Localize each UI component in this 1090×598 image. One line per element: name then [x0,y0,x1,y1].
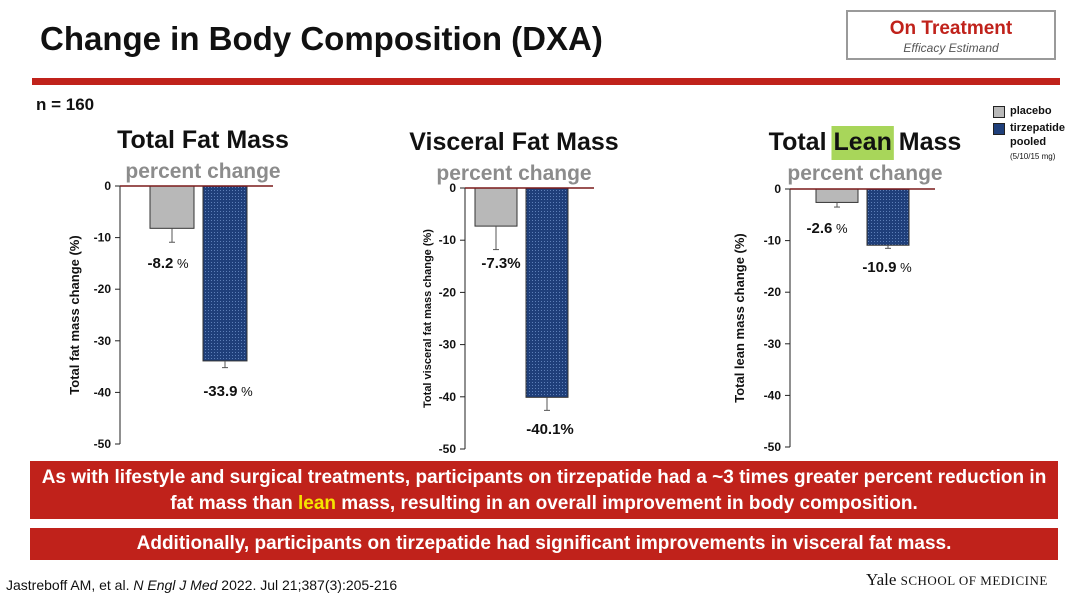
citation-authors: Jastreboff AM, et al. [6,577,134,593]
chart1-subtitle: percent change [125,160,280,183]
key-message-lean-highlight: lean [298,493,337,514]
chart3-title-part-1: Total [769,128,834,156]
key-message-text-1: As with lifestyle and surgical treatment… [41,467,1047,514]
legend-item-placebo: placebo [993,105,1090,121]
chart1-data-label-value-2: -33.9 [203,383,237,400]
chart1-y-tick-label-3: -20 [94,282,112,296]
legend-swatch-placebo [993,106,1005,118]
chart1-data-label-1: -8.2 % [147,255,188,272]
legend-label-placebo: placebo [1010,105,1052,117]
estimand-badge: On Treatment Efficacy Estimand [846,10,1056,60]
chart3-title: Total Lean Mass [769,128,962,156]
chart2-y-tick-label-4: -30 [439,338,457,352]
chart2-data-label-value-2: -40.1% [526,421,574,438]
badge-main-text: On Treatment [889,18,1013,39]
logo-main-text: Yale [866,570,897,589]
chart2-subtitle: percent change [436,162,591,185]
chart1-y-tick-label-5: -40 [94,385,112,399]
chart3-y-tick-label-6: -50 [764,440,782,454]
chart3-y-tick-label-1: 0 [774,182,781,196]
chart1-data-label-2: -33.9 % [203,383,253,400]
chart2-y-tick-label-1: 0 [449,181,456,195]
chart1-data-label-value-1: -8.2 [147,255,173,272]
chart1-y-tick-label-2: -10 [94,231,112,245]
chart3-bar-tirzepatide [866,188,910,246]
badge-sub-text: Efficacy Estimand [903,41,999,55]
chart1-y-tick-label-1: 0 [104,179,111,193]
legend-item-tirzepatide: tirzepatide [993,122,1090,138]
key-message-text-2: mass, resulting in an overall improvemen… [336,493,918,514]
yale-logo: Yale SCHOOL OF MEDICINE [866,570,1048,590]
chart3-bar-placebo [815,188,859,203]
key-message-visceral: Additionally, participants on tirzepatid… [30,528,1058,560]
chart3-data-label-unit-1: % [832,221,848,236]
chart1-bar-placebo [149,185,195,229]
chart1-y-tick-label-6: -50 [94,437,112,451]
sample-size-label: n = 160 [36,95,95,114]
chart1-data-label-unit-2: % [238,384,254,399]
chart3-y-tick-label-5: -40 [764,388,782,402]
legend-swatch-tirzepatide [993,123,1005,135]
chart3-data-label-unit-2: % [897,260,913,275]
chart1-title: Total Fat Mass [117,126,289,154]
citation: Jastreboff AM, et al. N Engl J Med 2022.… [6,577,397,593]
chart2-title: Visceral Fat Mass [409,128,618,156]
logo-small-text: SCHOOL OF MEDICINE [900,573,1048,588]
citation-details: 2022. Jul 21;387(3):205-216 [217,577,398,593]
chart3-title-part-3: Mass [892,128,961,156]
chart3-y-tick-label-2: -10 [764,234,782,248]
chart3-data-label-2: -10.9 % [862,259,912,276]
legend-label-tirzepatide: tirzepatide [1010,122,1066,134]
chart1-y-tick-label-4: -30 [94,334,112,348]
chart1-data-label-unit-1: % [173,256,189,271]
chart1-bar-tirzepatide [202,185,248,362]
chart-legend: placebo tirzepatide pooled (5/10/15 mg) [993,105,1090,161]
legend-dose-note: (5/10/15 mg) [1010,152,1056,161]
chart3-data-label-value-2: -10.9 [862,259,896,276]
chart2-y-tick-label-3: -20 [439,285,457,299]
slide-title: Change in Body Composition (DXA) [40,20,603,57]
chart3-y-tick-label-4: -30 [764,337,782,351]
chart3-data-label-1: -2.6 % [806,220,847,237]
chart1-y-axis-label: Total fat mass change (%) [67,235,82,394]
chart3-title-part-2: Lean [833,128,891,156]
chart2-y-tick-label-5: -40 [439,390,457,404]
citation-journal: N Engl J Med [133,577,218,593]
legend-label-pooled: pooled [1010,136,1047,148]
chart2-y-tick-label-2: -10 [439,233,457,247]
chart2-y-tick-label-6: -50 [439,442,457,456]
chart2-bar-placebo [474,187,518,227]
key-message-body-composition: As with lifestyle and surgical treatment… [30,461,1058,519]
chart3-data-label-value-1: -2.6 [806,220,832,237]
header-divider [32,78,1060,85]
chart2-data-label-value-1: -7.3% [481,255,520,272]
chart3-subtitle: percent change [787,162,942,185]
chart2-data-label-2: -40.1% [526,421,574,438]
chart2-data-label-1: -7.3% [481,255,520,272]
chart3-title-highlight [831,126,894,160]
chart3-y-tick-label-3: -20 [764,285,782,299]
chart2-bar-tirzepatide [525,187,569,398]
chart3-y-axis-label: Total lean mass change (%) [732,233,747,403]
chart2-y-axis-label: Total visceral fat mass change (%) [422,229,434,408]
